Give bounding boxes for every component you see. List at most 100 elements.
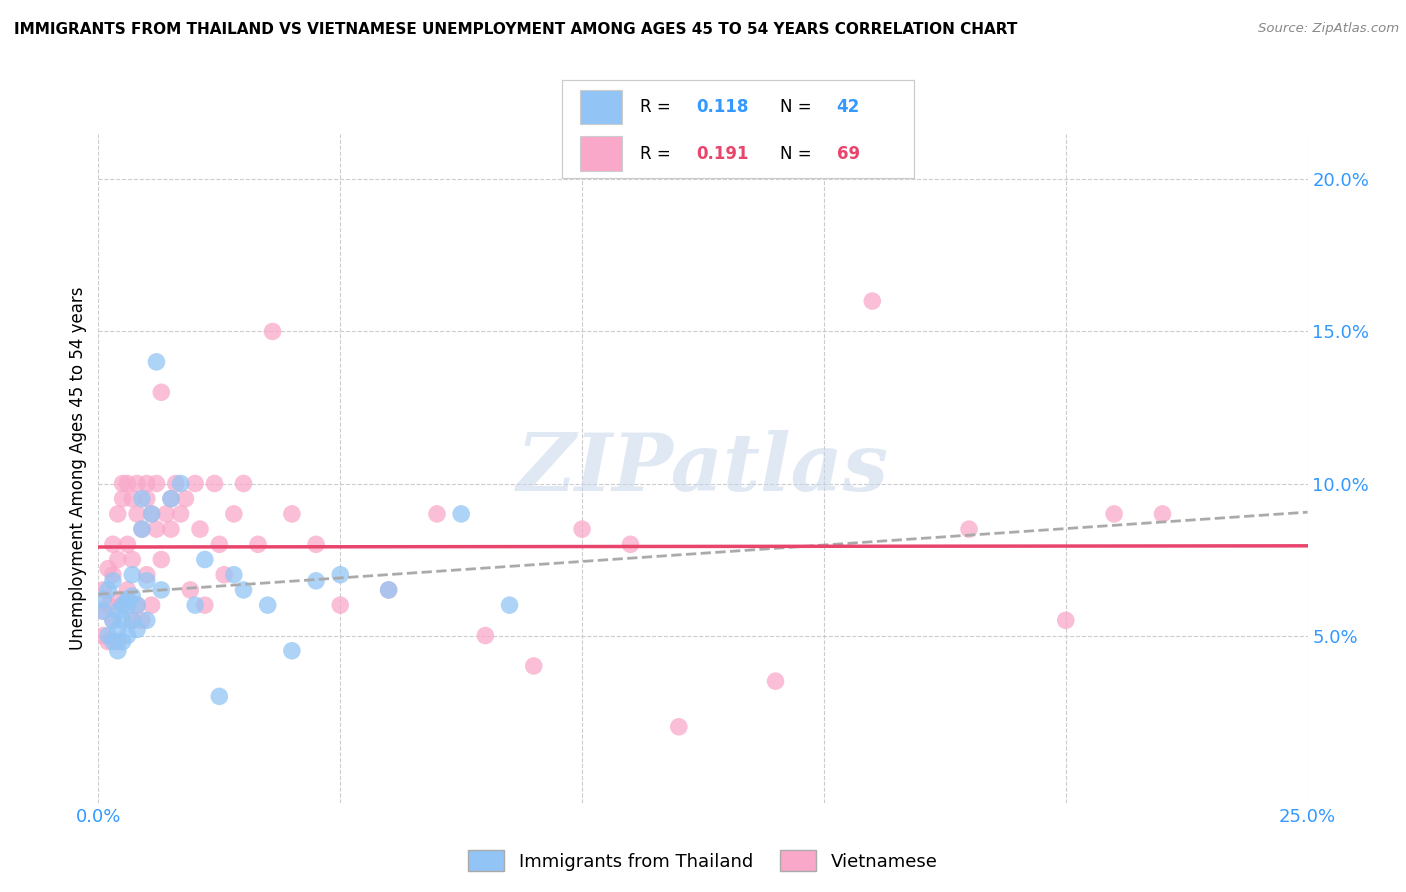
Point xyxy=(127,623,149,637)
Point xyxy=(127,476,149,491)
Point xyxy=(222,567,245,582)
Point xyxy=(222,507,245,521)
Point xyxy=(117,582,139,597)
Text: R =: R = xyxy=(640,145,676,163)
Point xyxy=(329,598,352,612)
Point xyxy=(450,507,472,521)
Point xyxy=(212,567,235,582)
Point xyxy=(101,537,124,551)
Point xyxy=(117,628,139,642)
Point xyxy=(169,507,191,521)
Point xyxy=(111,613,134,627)
Point xyxy=(474,628,496,642)
Point xyxy=(97,634,120,648)
Point xyxy=(668,720,690,734)
Point xyxy=(97,628,120,642)
Point xyxy=(141,507,163,521)
Point xyxy=(1152,507,1174,521)
Point xyxy=(184,476,207,491)
Point xyxy=(165,476,187,491)
Point xyxy=(127,598,149,612)
Point xyxy=(131,522,153,536)
Point xyxy=(131,522,153,536)
Point xyxy=(91,592,114,607)
Point xyxy=(121,552,143,566)
Point xyxy=(107,644,129,658)
Point xyxy=(145,355,167,369)
Point xyxy=(111,634,134,648)
Point xyxy=(141,507,163,521)
Point xyxy=(194,552,217,566)
Point xyxy=(107,507,129,521)
Point xyxy=(150,385,173,400)
Point xyxy=(145,522,167,536)
Legend: Immigrants from Thailand, Vietnamese: Immigrants from Thailand, Vietnamese xyxy=(461,843,945,879)
Point xyxy=(194,598,217,612)
Point xyxy=(150,552,173,566)
Point xyxy=(281,507,304,521)
Point xyxy=(135,613,157,627)
Point xyxy=(765,674,787,689)
Point xyxy=(498,598,520,612)
Point xyxy=(305,537,328,551)
Point xyxy=(208,690,231,704)
Point xyxy=(135,567,157,582)
Point xyxy=(1102,507,1125,521)
Point xyxy=(101,634,124,648)
Text: ZIPatlas: ZIPatlas xyxy=(517,430,889,507)
Point xyxy=(101,574,124,588)
Point xyxy=(256,598,278,612)
Point xyxy=(91,628,114,642)
Point xyxy=(121,567,143,582)
Point xyxy=(232,476,254,491)
Point xyxy=(107,634,129,648)
Text: 0.191: 0.191 xyxy=(696,145,748,163)
Point xyxy=(91,604,114,618)
Point xyxy=(127,507,149,521)
Point xyxy=(111,491,134,506)
Point xyxy=(97,598,120,612)
Point xyxy=(204,476,226,491)
Point xyxy=(107,592,129,607)
Point xyxy=(107,552,129,566)
Point xyxy=(247,537,270,551)
Point xyxy=(160,491,183,506)
Point xyxy=(135,476,157,491)
Point xyxy=(141,598,163,612)
Text: N =: N = xyxy=(780,98,817,116)
FancyBboxPatch shape xyxy=(581,90,621,124)
Point xyxy=(957,522,980,536)
Point xyxy=(97,562,120,576)
Point xyxy=(184,598,207,612)
Point xyxy=(91,582,114,597)
Point xyxy=(571,522,593,536)
Point xyxy=(121,613,143,627)
Point xyxy=(135,574,157,588)
Point xyxy=(135,491,157,506)
Point xyxy=(160,491,183,506)
Point xyxy=(179,582,201,597)
Point xyxy=(160,522,183,536)
Point xyxy=(101,567,124,582)
Point xyxy=(426,507,449,521)
Point xyxy=(131,491,153,506)
Point xyxy=(117,592,139,607)
Point xyxy=(101,613,124,627)
Point xyxy=(1054,613,1077,627)
Point xyxy=(117,598,139,612)
Text: Source: ZipAtlas.com: Source: ZipAtlas.com xyxy=(1258,22,1399,36)
Text: 0.118: 0.118 xyxy=(696,98,748,116)
Point xyxy=(107,604,129,618)
Point xyxy=(281,644,304,658)
Text: 42: 42 xyxy=(837,98,860,116)
Point xyxy=(145,476,167,491)
Point xyxy=(111,598,134,612)
Point xyxy=(329,567,352,582)
Point xyxy=(619,537,641,551)
FancyBboxPatch shape xyxy=(581,136,621,170)
Point xyxy=(188,522,211,536)
Point xyxy=(91,604,114,618)
Point xyxy=(121,613,143,627)
Point xyxy=(97,582,120,597)
Point xyxy=(305,574,328,588)
